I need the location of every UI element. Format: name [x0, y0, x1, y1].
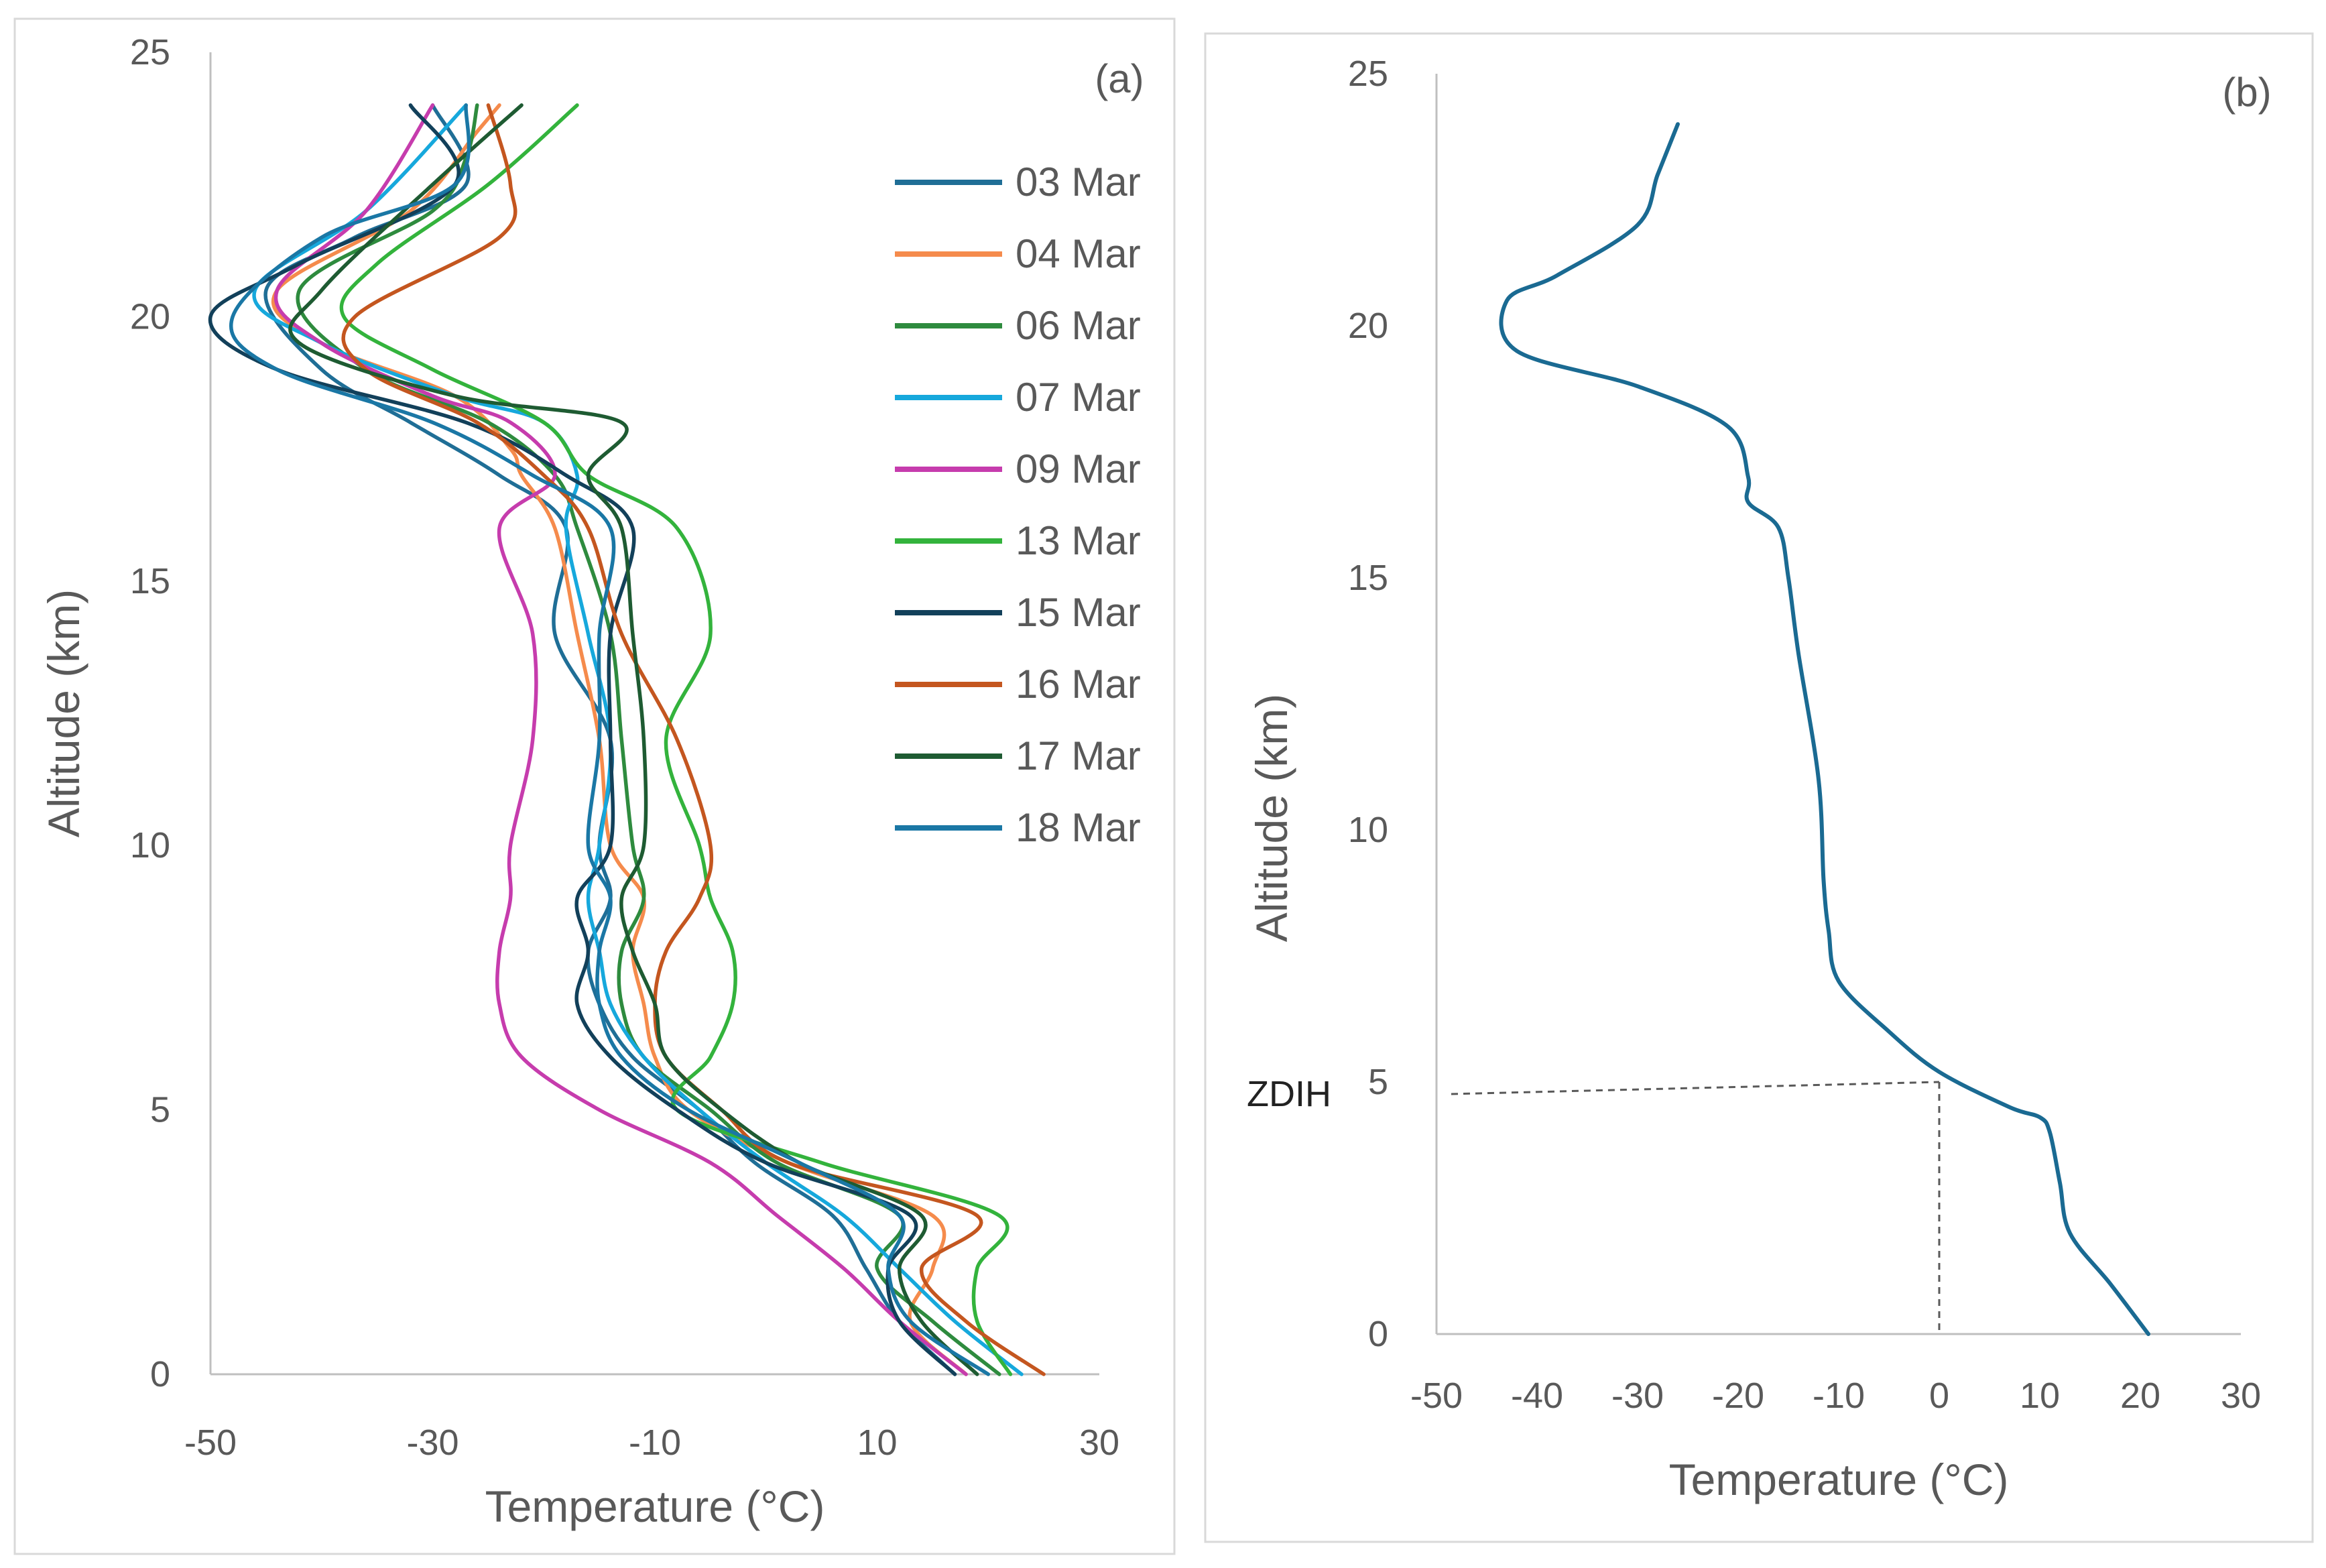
series-line-09-mar [273, 103, 968, 1376]
y-tick-label: 15 [130, 561, 170, 601]
panel-a-y-ticks: 0 5 10 15 20 25 [130, 32, 170, 1394]
y-tick-label: 5 [150, 1090, 170, 1130]
y-tick-label: 15 [1348, 558, 1388, 598]
series-line-16-mar [341, 103, 1046, 1376]
legend-label: 04 Mar [1016, 231, 1141, 276]
x-tick-label: -30 [406, 1423, 458, 1463]
panel-a-label: (a) [1095, 56, 1144, 101]
legend-label: 16 Mar [1016, 662, 1141, 707]
panel-b-frame [1204, 32, 2314, 1543]
panel-b-series [1499, 122, 2150, 1336]
panel-b-x-ticks: -50 -40 -30 -20 -10 0 10 20 30 [1410, 1376, 2261, 1416]
y-tick-label: 10 [1348, 810, 1388, 850]
zdih-label: ZDIH [1247, 1074, 1331, 1114]
legend-label: 07 Mar [1016, 375, 1141, 420]
y-tick-label: 20 [1348, 306, 1388, 346]
y-tick-label: 0 [1368, 1314, 1388, 1354]
x-tick-label: 10 [2020, 1376, 2060, 1416]
panel-a-y-axis-title: Altitude (km) [39, 589, 88, 837]
chart-panel-b: (b) -50 -40 -30 -20 -10 0 10 20 30 0 5 10 15 20 25 Te… [1247, 54, 2272, 1504]
panel-b-label: (b) [2222, 70, 2271, 115]
series-line-06-mar [296, 103, 1001, 1376]
x-tick-label: 0 [1929, 1376, 1949, 1416]
y-tick-label: 20 [130, 296, 170, 337]
x-tick-label: 30 [2221, 1376, 2261, 1416]
x-tick-label: -30 [1611, 1376, 1664, 1416]
series-line-13-mar [339, 103, 1013, 1376]
y-tick-label: 25 [1348, 54, 1388, 94]
panel-b-y-ticks: 0 5 10 15 20 25 [1348, 54, 1388, 1354]
legend-label: 13 Mar [1016, 518, 1141, 563]
series-line-15-mar [208, 103, 957, 1376]
legend-label: 18 Mar [1016, 805, 1141, 850]
x-tick-label: -50 [184, 1423, 237, 1463]
panel-a-series [208, 103, 1046, 1376]
panel-a-x-ticks: -50 -30 -10 10 30 [184, 1423, 1119, 1463]
x-tick-label: 20 [2120, 1376, 2160, 1416]
x-tick-label: -10 [629, 1423, 681, 1463]
x-tick-label: -40 [1511, 1376, 1563, 1416]
legend-label: 09 Mar [1016, 446, 1141, 491]
x-tick-label: -50 [1410, 1376, 1463, 1416]
series-line-17-mar [288, 103, 979, 1376]
y-tick-label: 25 [130, 32, 170, 72]
y-tick-label: 5 [1368, 1062, 1388, 1102]
legend-label: 15 Mar [1016, 590, 1141, 635]
y-tick-label: 10 [130, 825, 170, 865]
series-line-mean-profile [1499, 122, 2150, 1336]
chart-panel-a: (a) -50 -30 -10 10 30 0 5 10 15 20 25 Temperature… [39, 32, 1144, 1531]
zdih-annotation: ZDIH [1247, 1074, 1941, 1334]
legend-label: 03 Mar [1016, 160, 1141, 204]
panel-b-x-axis-title: Temperature (°C) [1669, 1455, 2009, 1504]
legend-label: 17 Mar [1016, 733, 1141, 778]
y-tick-label: 0 [150, 1354, 170, 1394]
panel-a-x-axis-title: Temperature (°C) [485, 1482, 825, 1531]
series-line-18-mar [229, 103, 991, 1376]
x-tick-label: 30 [1079, 1423, 1119, 1463]
legend-label: 06 Mar [1016, 303, 1141, 348]
panel-b-y-axis-title: Altitude (km) [1247, 694, 1296, 942]
panel-a-legend: 03 Mar 04 Mar 06 Mar 07 Mar 09 Mar 13 Mar 15 M… [895, 160, 1141, 850]
x-tick-label: 10 [857, 1423, 897, 1463]
x-tick-label: -20 [1712, 1376, 1764, 1416]
x-tick-label: -10 [1813, 1376, 1865, 1416]
zdih-horizontal-guide [1451, 1081, 1940, 1095]
